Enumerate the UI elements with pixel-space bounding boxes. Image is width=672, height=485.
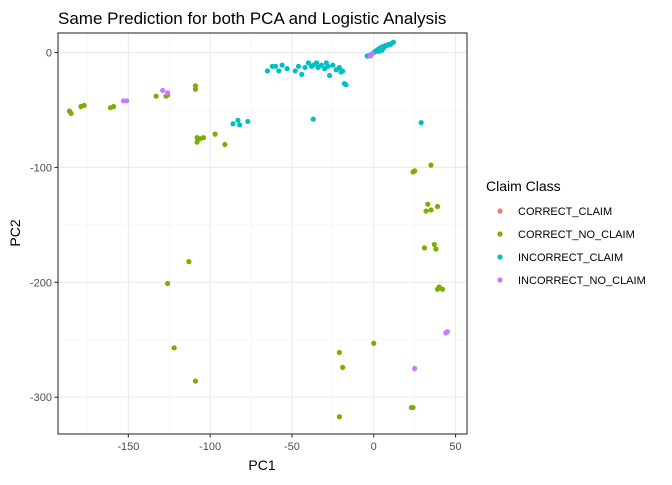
data-point	[305, 60, 311, 66]
legend-label: CORRECT_CLAIM	[518, 206, 612, 218]
data-point	[194, 139, 200, 145]
data-point	[212, 131, 218, 137]
legend: Claim Class CORRECT_CLAIM CORRECT_NO_CLAI…	[486, 178, 646, 287]
data-point	[369, 51, 375, 57]
x-tick-label: 0	[371, 441, 377, 453]
legend-label: INCORRECT_NO_CLAIM	[518, 275, 646, 287]
legend-items: CORRECT_CLAIM CORRECT_NO_CLAIM INCORRECT_C…	[497, 206, 646, 287]
data-point	[421, 245, 428, 251]
data-point	[439, 286, 446, 292]
plot-panel	[58, 33, 467, 434]
legend-key	[497, 231, 503, 237]
data-point	[165, 90, 171, 96]
legend-title: Claim Class	[486, 178, 561, 194]
data-point	[425, 201, 431, 207]
data-point	[336, 349, 342, 356]
data-point	[340, 68, 346, 74]
chart-title: Same Prediction for both PCA and Logisti…	[58, 9, 446, 28]
data-point	[326, 72, 333, 79]
data-point	[222, 141, 228, 148]
data-point	[428, 162, 434, 168]
data-point	[390, 39, 396, 45]
data-point	[343, 82, 349, 88]
data-point	[318, 62, 324, 68]
data-point	[313, 60, 320, 66]
data-point	[292, 68, 298, 74]
data-point	[165, 280, 171, 287]
data-point	[295, 63, 302, 69]
legend-key	[497, 277, 503, 283]
data-point	[186, 259, 192, 265]
data-point	[423, 208, 429, 214]
data-point	[434, 203, 441, 210]
legend-key	[497, 208, 503, 214]
data-point	[284, 66, 290, 72]
data-point	[340, 364, 346, 370]
x-tick-label: -150	[117, 441, 139, 453]
data-points	[66, 39, 450, 420]
legend-label: CORRECT_NO_CLAIM	[518, 229, 635, 241]
data-point	[418, 120, 424, 126]
data-point	[192, 86, 199, 92]
x-axis: -150 -100 -50 0 50	[117, 434, 462, 453]
data-point	[325, 63, 331, 69]
plot-border	[57, 32, 468, 435]
data-point	[433, 246, 439, 252]
data-point	[371, 340, 377, 346]
x-tick-label: 50	[449, 441, 461, 453]
y-tick-label: -100	[30, 162, 52, 174]
data-point	[124, 98, 130, 104]
data-point	[276, 68, 282, 74]
legend-key	[497, 254, 503, 260]
data-point	[160, 87, 166, 94]
data-point	[444, 329, 450, 335]
x-axis-title: PC1	[248, 457, 275, 473]
data-point	[153, 93, 159, 99]
data-point	[245, 118, 251, 125]
data-point	[235, 117, 241, 123]
legend-label: INCORRECT_CLAIM	[518, 252, 623, 264]
data-point	[264, 68, 271, 74]
y-tick-label: 0	[46, 48, 52, 60]
data-point	[330, 62, 336, 68]
data-point	[279, 62, 285, 68]
data-point	[410, 404, 416, 411]
data-point	[336, 64, 342, 71]
y-axis: 0 -100 -200 -300	[30, 48, 58, 404]
data-point	[81, 102, 87, 108]
data-point	[431, 241, 437, 248]
data-point	[428, 207, 434, 213]
data-point	[171, 345, 177, 351]
y-axis-title: PC2	[7, 219, 23, 246]
data-point	[379, 47, 385, 53]
y-tick-label: -300	[30, 392, 52, 404]
data-point	[299, 71, 305, 77]
y-tick-label: -200	[30, 277, 52, 289]
data-point	[236, 122, 243, 128]
data-point	[412, 168, 418, 174]
data-point	[230, 121, 236, 127]
x-tick-label: -100	[199, 441, 221, 453]
grid-major	[58, 33, 467, 434]
data-point	[336, 414, 342, 420]
data-point	[111, 103, 117, 110]
data-point	[272, 63, 279, 69]
data-point	[302, 64, 308, 71]
data-point	[192, 378, 199, 384]
data-point	[310, 116, 316, 122]
data-point	[68, 110, 74, 117]
x-tick-label: -50	[284, 441, 300, 453]
grid-minor	[58, 33, 467, 434]
data-point	[201, 134, 207, 141]
data-point	[412, 365, 418, 372]
